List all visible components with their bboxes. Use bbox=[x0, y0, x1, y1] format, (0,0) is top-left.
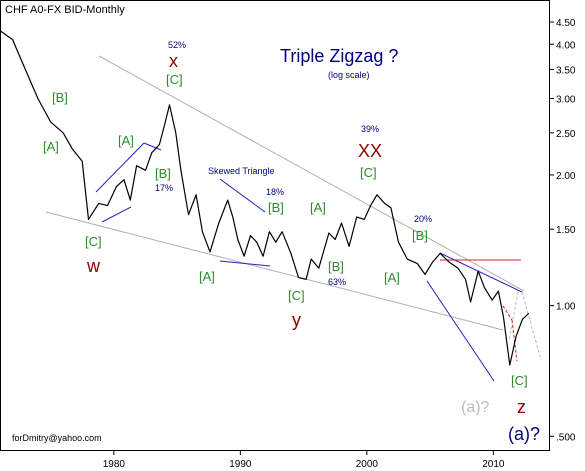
wave-label-c5: [C] bbox=[511, 373, 528, 388]
forecast-gray-2 bbox=[521, 291, 542, 361]
x-tick-label: 2000 bbox=[356, 459, 379, 470]
skewed-triangle-label: Skewed Triangle bbox=[208, 166, 275, 176]
y-axis: 4.50 4.00 3.50 3.00 2.50 2.00 1.50 1.00 .500 bbox=[549, 18, 576, 443]
wedge-upper-line bbox=[439, 252, 523, 293]
x-tick-label: 1990 bbox=[229, 459, 252, 470]
wave-label-a3: [A] bbox=[199, 269, 215, 284]
wave-label-c1: [C] bbox=[85, 234, 102, 249]
annotation-subtitle: (log scale) bbox=[328, 70, 370, 80]
wave-label-b4: [B] bbox=[328, 259, 344, 274]
wave-label-b1: [B] bbox=[52, 90, 68, 105]
x-axis: 1980 1990 2000 2010 bbox=[103, 450, 505, 470]
trendline-3 bbox=[143, 142, 162, 151]
wave-label-c4: [C] bbox=[360, 165, 377, 180]
pct-20: 20% bbox=[414, 214, 432, 224]
wave-label-a4: [A] bbox=[310, 200, 326, 215]
pct-63: 63% bbox=[328, 277, 346, 287]
y-tick-label: 2.50 bbox=[556, 129, 576, 140]
wave-label-c2: [C] bbox=[166, 72, 183, 87]
wave-label-a-blue: (a)? bbox=[508, 424, 540, 444]
y-tick-label: 4.00 bbox=[556, 40, 576, 51]
chart-title: CHF A0-FX BID-Monthly bbox=[5, 4, 125, 16]
triangle-upper-line bbox=[219, 178, 266, 213]
wave-labels: [A] [B] [C] w [A] [B] 17% 52% x [C] Skew… bbox=[43, 40, 540, 444]
y-tick-label: .500 bbox=[556, 432, 576, 443]
wave-label-a2: [A] bbox=[118, 133, 134, 148]
footer-email: forDmitry@yahoo.com bbox=[12, 433, 102, 443]
annotation-title: Triple Zigzag ? bbox=[280, 46, 398, 66]
triangle-lower-line bbox=[219, 260, 271, 267]
x-tick-label: 2010 bbox=[482, 459, 505, 470]
wave-label-y: y bbox=[292, 310, 301, 330]
y-tick-label: 4.50 bbox=[556, 18, 576, 29]
plot-frame bbox=[0, 0, 550, 451]
forecast-red-2 bbox=[511, 319, 518, 362]
forecast-red-1 bbox=[502, 305, 513, 321]
wave-label-b5: [B] bbox=[412, 228, 428, 243]
wave-label-c3: [C] bbox=[288, 288, 305, 303]
forecast-gray-1 bbox=[508, 291, 519, 341]
pct-17: 17% bbox=[155, 183, 173, 193]
wave-label-b2: [B] bbox=[155, 166, 171, 181]
y-tick-label: 3.50 bbox=[556, 65, 576, 76]
wave-label-b3: [B] bbox=[268, 200, 284, 215]
pct-18: 18% bbox=[266, 187, 284, 197]
price-line bbox=[0, 30, 530, 366]
wave-label-w: w bbox=[86, 256, 101, 276]
y-tick-label: 1.50 bbox=[556, 225, 576, 236]
wave-label-z: z bbox=[517, 397, 526, 417]
y-tick-label: 3.00 bbox=[556, 94, 576, 105]
lower-channel-line bbox=[45, 211, 504, 331]
channel-lines bbox=[45, 55, 542, 382]
wave-label-a5: [A] bbox=[384, 270, 400, 285]
wave-label-a-gray: (a)? bbox=[461, 399, 490, 416]
pct-52: 52% bbox=[168, 40, 186, 50]
wave-label-a1: [A] bbox=[43, 139, 59, 154]
trendline-2 bbox=[101, 206, 132, 223]
y-tick-label: 1.00 bbox=[556, 302, 576, 313]
trendline-1 bbox=[95, 142, 145, 193]
wave-label-x: x bbox=[169, 51, 178, 71]
wedge-lower-line bbox=[426, 280, 495, 382]
upper-channel-line bbox=[98, 55, 525, 292]
x-tick-label: 1980 bbox=[103, 459, 126, 470]
wave-label-xx: XX bbox=[358, 141, 382, 161]
y-tick-label: 2.00 bbox=[556, 171, 576, 182]
pct-39: 39% bbox=[361, 124, 379, 134]
